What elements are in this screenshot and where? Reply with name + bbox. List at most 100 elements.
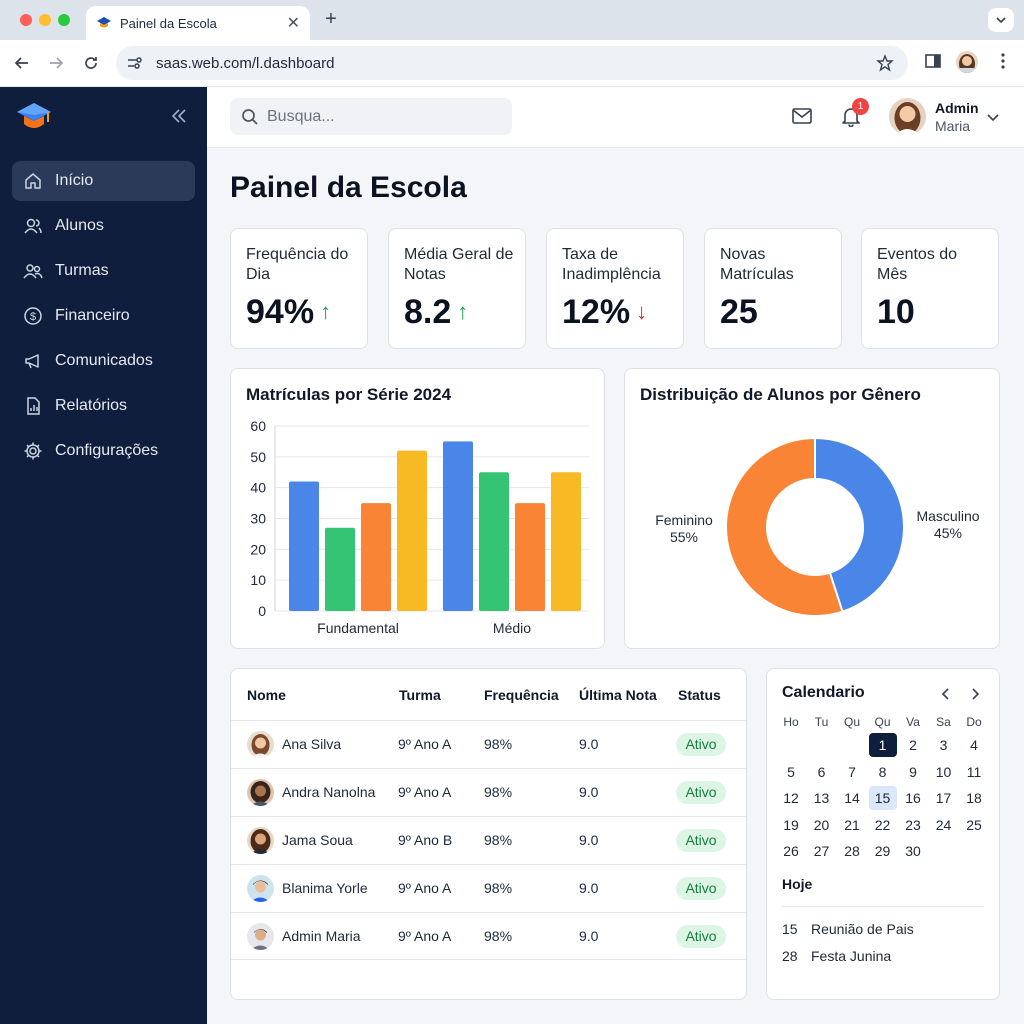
window-maximize-button[interactable]: [58, 14, 70, 26]
report-icon: [27, 397, 40, 415]
calendar-day[interactable]: 25: [966, 816, 982, 833]
calendar-day[interactable]: 6: [817, 763, 826, 780]
column-header-status[interactable]: Status: [678, 687, 721, 703]
sidebar-item-configuracoes[interactable]: Configurações: [12, 431, 195, 471]
calendar-day[interactable]: 13: [813, 790, 830, 806]
bar[interactable]: [361, 503, 391, 611]
forward-button[interactable]: [45, 52, 67, 74]
back-button[interactable]: [11, 52, 33, 74]
slice-label: Feminino: [655, 512, 713, 528]
calendar-day[interactable]: 12: [783, 790, 799, 806]
calendar-day[interactable]: 11: [966, 763, 982, 780]
calendar-day[interactable]: 5: [787, 763, 795, 780]
calendar-day[interactable]: 23: [905, 816, 921, 833]
table-row[interactable]: Blanima Yorle 9º Ano A 98% 9.0 Ativo: [231, 864, 746, 912]
calendar-day[interactable]: 4: [970, 737, 978, 753]
reload-icon: [85, 57, 97, 69]
calendar-day[interactable]: 3: [939, 737, 948, 753]
tab-close-icon[interactable]: ✕: [286, 15, 300, 32]
calendar-day[interactable]: 16: [905, 790, 921, 806]
divider: [782, 906, 984, 907]
chevron-down-icon: [996, 17, 1006, 24]
more-menu-icon[interactable]: [995, 52, 1011, 70]
calendar-day[interactable]: 22: [874, 816, 891, 833]
sidebar-item-comunicados[interactable]: Comunicados: [12, 341, 195, 381]
bar[interactable]: [479, 472, 509, 611]
table-row[interactable]: Ana Silva 9º Ano A 98% 9.0 Ativo: [231, 720, 746, 768]
calendar-day[interactable]: 24: [935, 816, 952, 833]
column-header-turma[interactable]: Turma: [399, 687, 441, 703]
chevron-down-icon[interactable]: [986, 110, 1000, 124]
calendar-day[interactable]: 9: [909, 763, 917, 780]
mail-icon[interactable]: [791, 105, 813, 127]
table-row[interactable]: Admin Maria 9º Ano A 98% 9.0 Ativo: [231, 912, 746, 960]
calendar-day[interactable]: 10: [935, 763, 952, 780]
chart-title: Matrículas por Série 2024: [246, 385, 452, 404]
calendar-day[interactable]: 29: [874, 843, 891, 859]
reload-button[interactable]: [80, 52, 102, 74]
bar[interactable]: [551, 472, 581, 611]
arrow-left-icon: [14, 57, 28, 69]
pie-slice[interactable]: [814, 436, 905, 613]
calendar-day[interactable]: 30: [905, 843, 921, 859]
calendar-day-today[interactable]: 15: [868, 786, 897, 810]
calendar-day[interactable]: 27: [813, 843, 830, 859]
tab-list-button[interactable]: [988, 8, 1014, 32]
calendar-day[interactable]: 2: [909, 737, 917, 753]
collapse-sidebar-icon[interactable]: [170, 107, 188, 125]
calendar-day[interactable]: 7: [848, 763, 856, 780]
stat-card-inadimplencia: Taxa de Inadimplência 12% ↓: [546, 228, 684, 349]
chevron-left-icon[interactable]: [939, 687, 953, 701]
new-tab-button[interactable]: +: [325, 8, 337, 30]
event-day: 28: [782, 948, 798, 964]
calendar-day[interactable]: 21: [844, 816, 860, 833]
calendar-day[interactable]: 19: [783, 816, 799, 833]
search-box[interactable]: [230, 98, 512, 135]
sidebar-item-label: Alunos: [55, 217, 104, 234]
bar[interactable]: [443, 441, 473, 611]
column-header-nome[interactable]: Nome: [247, 687, 286, 703]
column-header-ultima-nota[interactable]: Última Nota: [579, 687, 657, 703]
table-row[interactable]: Jama Soua 9º Ano B 98% 9.0 Ativo: [231, 816, 746, 864]
browser-tab-bar: Painel da Escola ✕ +: [0, 0, 1024, 40]
calendar-day[interactable]: 26: [783, 843, 799, 859]
table-row[interactable]: Andra Nanolna 9º Ano A 98% 9.0 Ativo: [231, 768, 746, 816]
bar[interactable]: [515, 503, 545, 611]
sidebar-item-label: Relatórios: [55, 397, 128, 414]
side-panel-icon[interactable]: [924, 52, 942, 70]
sidebar-item-inicio[interactable]: Início: [12, 161, 195, 201]
search-input[interactable]: [267, 107, 497, 126]
window-minimize-button[interactable]: [39, 14, 51, 26]
calendar-day[interactable]: 18: [966, 790, 982, 806]
calendar-day[interactable]: 14: [844, 790, 860, 806]
column-header-frequencia[interactable]: Frequência: [484, 687, 559, 703]
user-avatar[interactable]: [889, 98, 926, 135]
users-icon: [24, 218, 42, 234]
sidebar-item-relatorios[interactable]: Relatórios: [12, 386, 195, 426]
bar[interactable]: [325, 527, 355, 611]
calendar-day[interactable]: 17: [935, 790, 952, 806]
window-close-button[interactable]: [20, 14, 32, 26]
sidebar-item-alunos[interactable]: Alunos: [12, 206, 195, 246]
status-badge: Ativo: [676, 877, 726, 900]
dollar-icon: $: [24, 307, 42, 325]
calendar-day[interactable]: 28: [844, 843, 860, 859]
event-name[interactable]: Festa Junina: [811, 948, 892, 964]
chevron-right-icon[interactable]: [968, 687, 982, 701]
calendar-day[interactable]: 8: [878, 763, 887, 780]
school-logo-icon[interactable]: [16, 101, 52, 135]
calendar-day-selected[interactable]: 1: [868, 733, 897, 757]
sidebar-item-financeiro[interactable]: $ Financeiro: [12, 296, 195, 336]
bookmark-star-icon[interactable]: [876, 54, 894, 72]
pie-slice[interactable]: [725, 436, 844, 617]
stat-value: 25: [720, 293, 758, 332]
browser-tab[interactable]: Painel da Escola ✕: [86, 6, 310, 40]
profile-avatar[interactable]: [956, 51, 978, 73]
event-name[interactable]: Reunião de Pais: [811, 921, 914, 937]
sidebar-item-turmas[interactable]: Turmas: [12, 251, 195, 291]
student-nota: 9.0: [579, 880, 599, 896]
address-bar[interactable]: saas.web.com/l.dashboard: [116, 46, 908, 80]
bar[interactable]: [397, 450, 427, 611]
calendar-day[interactable]: 20: [813, 816, 830, 833]
bar[interactable]: [289, 481, 319, 612]
